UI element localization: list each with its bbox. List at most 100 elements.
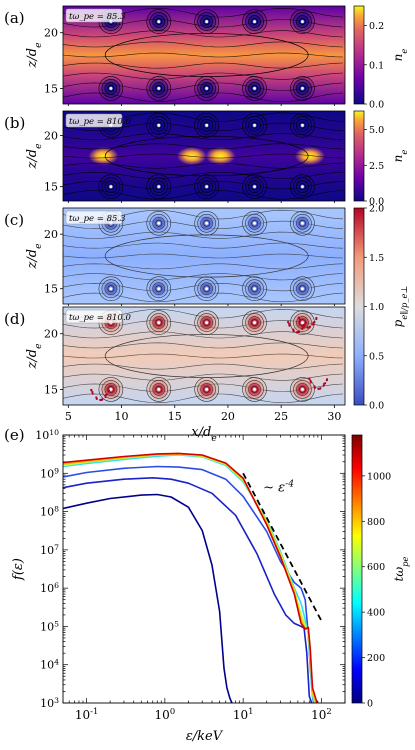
island-contour (290, 377, 315, 402)
field-line (63, 363, 344, 370)
island-contour (194, 113, 219, 138)
island-contour (293, 116, 312, 135)
island-contour (194, 210, 219, 236)
x-tick-label: 5 (65, 410, 72, 423)
island-contour (104, 180, 118, 193)
island-contour (248, 316, 261, 329)
heatmap-panel-d: 15 20 5 10 15 20 25 30 x/de z/de(d) tω_pe = 810.0 (4, 306, 346, 444)
island-contour (200, 383, 213, 396)
colorbar-a: 0.0 0.1 0.2 ne (353, 5, 409, 111)
island-contour (245, 213, 264, 233)
y-tick-label: 108 (40, 504, 59, 519)
anisotropy-spot (298, 318, 301, 321)
x-tick-label: 10-1 (75, 706, 98, 722)
y-tick-label: 107 (40, 542, 59, 557)
island-contour (299, 122, 306, 129)
island-center (253, 287, 256, 291)
island-contour (203, 386, 210, 393)
island-center (205, 321, 209, 324)
island-contour (296, 82, 309, 95)
island-contour (152, 216, 166, 230)
y-tick-label: 15 (44, 181, 58, 194)
y-tick-label: 104 (40, 657, 59, 672)
x-tick-label: 25 (274, 410, 288, 423)
anisotropy-spot (311, 323, 315, 326)
y-axis-label: z/de (25, 43, 44, 69)
island-contour (155, 18, 163, 25)
anisotropy-spot (309, 381, 312, 384)
island-contour (194, 174, 219, 199)
island-center (253, 20, 256, 23)
island-contour (296, 180, 309, 193)
island-contour (296, 383, 309, 396)
colorbar-tick-label: 1000 (367, 471, 391, 482)
anisotropy-spot (318, 387, 321, 390)
x-tick-label: 100 (155, 706, 176, 722)
island-contour (146, 76, 172, 101)
y-tick-label: 103 (40, 696, 59, 711)
island-contour (245, 177, 264, 196)
island-contour (242, 9, 267, 34)
island-contour (245, 116, 264, 135)
island-contour (98, 174, 124, 199)
field-line (63, 52, 344, 58)
island-contour (248, 119, 261, 132)
y-axis-label: z/de (25, 244, 44, 270)
colorbar-e: 0 200 400 600 800 1000 tωpe (351, 434, 410, 710)
island-contour (101, 279, 121, 299)
island-contour (296, 282, 309, 296)
island-contour (200, 15, 213, 28)
island-center (301, 221, 304, 225)
island-contour (200, 316, 213, 329)
island-contour (101, 79, 121, 98)
island-contour (245, 380, 264, 399)
colorbar-tick-label: 0.0 (369, 197, 384, 208)
colorbar-tick-label: 5.0 (369, 125, 384, 136)
anisotropy-spot (100, 398, 103, 402)
island-contour (299, 183, 306, 190)
colorbar-gradient (351, 434, 363, 704)
island-contour (155, 386, 163, 393)
island-contour (197, 279, 216, 299)
island-contour (200, 82, 213, 95)
anisotropy-spot (297, 330, 300, 334)
anisotropy-spot (288, 324, 291, 327)
island-contour (242, 377, 267, 402)
island-contour (152, 82, 166, 95)
island-center (157, 287, 161, 291)
island-center (253, 185, 256, 189)
x-tick-label: 15 (168, 410, 182, 423)
island-center (205, 20, 209, 23)
island-contour (293, 213, 312, 233)
anisotropy-spot (312, 321, 315, 324)
anisotropy-spot (309, 379, 312, 382)
time-label: tω_pe = 810.0 (69, 313, 132, 323)
island-contour (251, 85, 258, 92)
panel-label: (b) (4, 114, 25, 132)
field-line (63, 41, 344, 48)
island-contour (200, 119, 213, 132)
island-contour (107, 85, 115, 92)
island-contour (107, 285, 115, 293)
island-center (301, 321, 304, 324)
island-contour (149, 116, 169, 135)
island-contour (104, 383, 118, 396)
island-contour (293, 79, 312, 98)
island-contour (296, 119, 309, 132)
anisotropy-spot (322, 384, 325, 387)
island-contour (146, 113, 172, 138)
island-center (205, 287, 209, 291)
panel-label: (e) (4, 426, 25, 444)
heatmap-panel-c: 15 20z/de(c) tω_pe = 85.3 (4, 207, 346, 306)
density-hotspot (205, 147, 236, 165)
island-contour (293, 279, 312, 299)
anisotropy-spot (308, 377, 311, 380)
island-contour (242, 210, 267, 236)
island-contour (98, 76, 124, 101)
anisotropy-spot (104, 395, 107, 398)
island-contour (194, 377, 219, 402)
island-contour (203, 122, 210, 129)
island-contour (200, 180, 213, 193)
y-tick-label: 105 (40, 619, 59, 634)
island-contour (200, 216, 213, 230)
